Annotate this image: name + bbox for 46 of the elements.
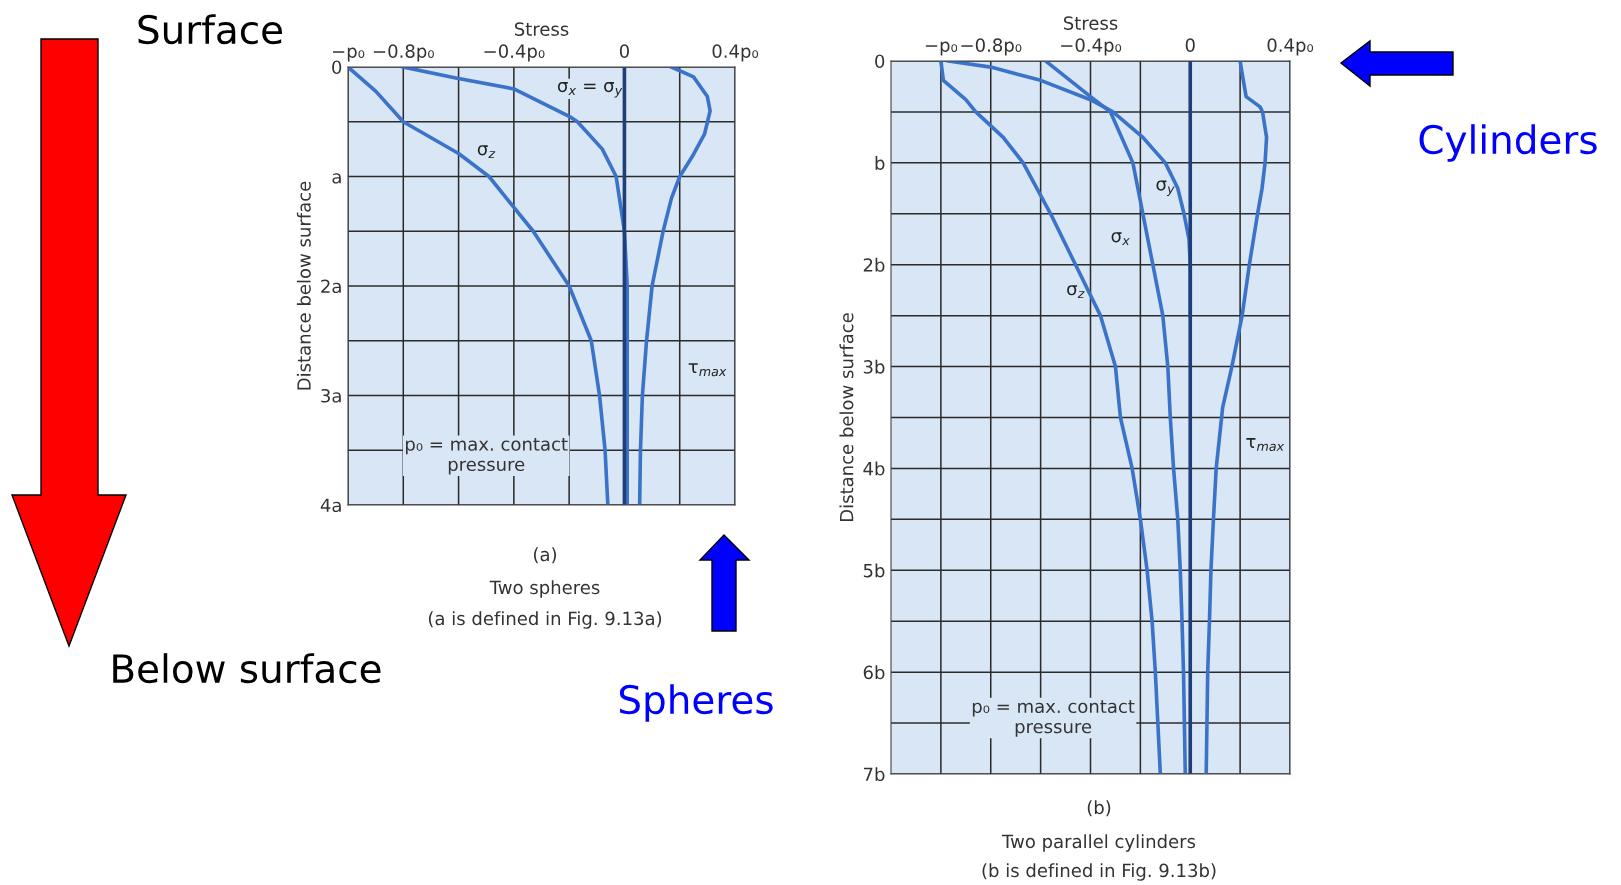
x-tick-label: −0.4p₀ bbox=[1061, 38, 1122, 56]
y-tick-label: a bbox=[332, 173, 341, 184]
text: Cylinders bbox=[1419, 124, 1597, 162]
y-tick-label: 5b bbox=[863, 563, 885, 578]
y-tick-label: 3a bbox=[321, 388, 341, 403]
annotation: p₀ = max. contact pressure bbox=[972, 700, 1135, 737]
y-tick-label: 4b bbox=[863, 461, 885, 476]
y-tick-label: 3b bbox=[863, 359, 885, 374]
y-axis-title: Distance below surface bbox=[839, 313, 854, 522]
text: (b) bbox=[1087, 800, 1111, 817]
annotation: p₀ = max. contact pressure bbox=[406, 437, 568, 475]
series-label: σ$_{z}$ bbox=[1067, 285, 1085, 299]
text: Below surface bbox=[113, 653, 381, 684]
y-tick-label: 2a bbox=[321, 279, 341, 294]
x-tick-label: 0.4p₀ bbox=[1267, 38, 1314, 56]
text: (a is defined in Fig. 9.13a) bbox=[428, 611, 662, 629]
y-tick-label: 0 bbox=[332, 60, 342, 75]
y-tick-label: 4a bbox=[320, 498, 341, 513]
series-label: σ$_{x}$ = σ$_{y}$ bbox=[557, 82, 623, 98]
y-tick-label: 7b bbox=[863, 767, 885, 782]
text: Spheres bbox=[619, 684, 773, 722]
y-axis-title: Distance below surface bbox=[296, 181, 311, 390]
y-tick-label: 2b bbox=[863, 257, 885, 272]
x-tick-label: −0.8p₀ bbox=[961, 38, 1022, 56]
x-tick-label: −p₀ bbox=[925, 41, 958, 56]
x-tick-label: 0 bbox=[619, 44, 629, 58]
x-axis-title: Stress bbox=[514, 22, 569, 36]
series-label: τ$_{max}$ bbox=[1246, 438, 1285, 452]
text: (a) bbox=[533, 547, 557, 564]
x-tick-label: 0 bbox=[1185, 38, 1195, 52]
text: Two parallel cylinders bbox=[1001, 834, 1196, 852]
text: Surface bbox=[138, 14, 282, 45]
line-series bbox=[401, 67, 629, 505]
series-label: σ$_{z}$ bbox=[477, 145, 496, 159]
x-tick-label: −p₀ bbox=[333, 47, 365, 62]
y-tick-label: 6b bbox=[863, 665, 885, 680]
series-label: σ$_{y}$ bbox=[1156, 180, 1175, 196]
x-tick-label: −0.4p₀ bbox=[484, 44, 545, 62]
x-tick-label: −0.8p₀ bbox=[373, 44, 434, 62]
text: (b is defined in Fig. 9.13b) bbox=[982, 863, 1216, 881]
series-label: σ$_{x}$ bbox=[1111, 232, 1130, 246]
text: τ$_{max}$ bbox=[688, 363, 727, 377]
y-tick-label: b bbox=[875, 156, 885, 170]
x-tick-label: 0.4p₀ bbox=[712, 44, 759, 62]
text: Two spheres bbox=[489, 580, 600, 598]
x-axis-title: Stress bbox=[1063, 16, 1118, 30]
